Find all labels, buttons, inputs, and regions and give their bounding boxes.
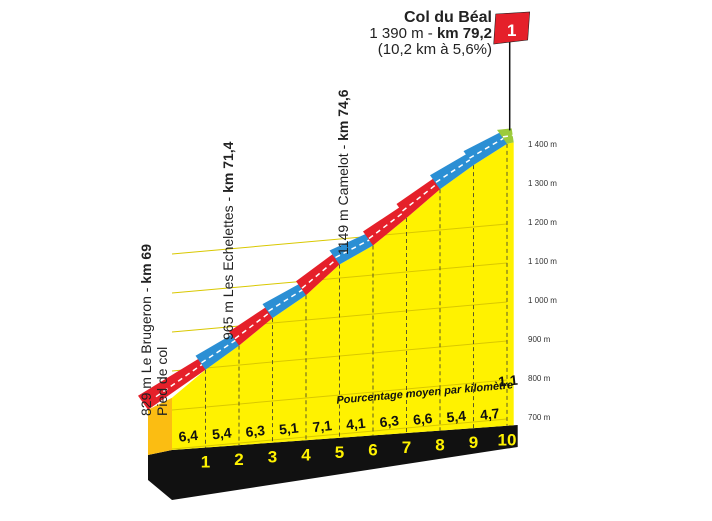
road-centerline	[368, 210, 406, 240]
road-centerline	[155, 362, 205, 398]
ground-band	[148, 424, 518, 500]
km-label: 10	[498, 431, 517, 450]
road-centerline	[201, 338, 239, 364]
gradient-label: 6,4	[178, 427, 199, 445]
gradient-label: 5,4	[446, 407, 467, 425]
axis-tick-label: 1 400 m	[528, 140, 557, 149]
grid-line	[171, 379, 508, 411]
km-label: 6	[368, 440, 377, 459]
axis-tick-label: 800 m	[528, 374, 551, 383]
waypoint-camelot: 1149 m Camelot - km 74,6	[335, 90, 351, 256]
road-segment	[363, 203, 407, 246]
gradient-label: 6,6	[412, 410, 433, 428]
waypoint-km: km 71,4	[220, 141, 236, 193]
summit-km: km 79,2	[436, 25, 492, 42]
waypoint-km: km 74,6	[335, 89, 351, 141]
axis-tick-label: 1 300 m	[528, 179, 557, 188]
gradient-label: 7,1	[312, 417, 333, 435]
km-label: 8	[435, 436, 444, 455]
waypoint-text: 1149 m Camelot -	[335, 140, 351, 255]
gradient-label: 1,1	[497, 372, 518, 390]
summit-altitude: 1 390 m	[369, 25, 424, 42]
separator: -	[423, 25, 437, 42]
axis-tick-label: 700 m	[528, 413, 551, 422]
km-label: 9	[469, 433, 478, 452]
gradient-label: 6,3	[379, 412, 400, 430]
waypoint-echelettes: 965 m Les Echelettes - km 71,4	[220, 142, 236, 340]
road-centerline	[234, 310, 272, 340]
road-segment	[229, 304, 273, 346]
category-flag	[493, 11, 531, 45]
km-label: 2	[234, 450, 243, 469]
km-label: 7	[402, 438, 411, 457]
road-centerline	[435, 157, 473, 183]
km-label: 5	[335, 443, 344, 462]
km-label: 4	[301, 445, 311, 464]
grid-line	[171, 223, 508, 255]
waypoint-text: 965 m Les Echelettes -	[220, 192, 236, 340]
road-segment	[138, 355, 206, 410]
road-centerline	[335, 237, 373, 259]
grid-line	[171, 262, 508, 294]
road-segment	[396, 175, 440, 218]
waypoint-brugeron: 829 m Le Brugeron - km 69 Pied de col	[138, 244, 170, 416]
road-segment	[430, 151, 474, 190]
waypoint-km: km 69	[138, 244, 154, 284]
km-label: 1	[201, 453, 210, 472]
road-segment	[329, 231, 373, 265]
gradient-label: 4,7	[479, 405, 500, 423]
axis-tick-label: 1 000 m	[528, 296, 557, 305]
category-number: 1	[507, 21, 516, 40]
road-centerline	[502, 134, 513, 138]
road-segment	[195, 331, 239, 370]
summit-stats: (10,2 km à 5,6%)	[377, 41, 492, 58]
road-centerline	[301, 256, 339, 289]
gradient-label: 6,3	[245, 422, 266, 440]
road-centerline	[469, 136, 507, 159]
waypoint-note: Pied de col	[154, 346, 170, 416]
gradient-label: 4,1	[345, 415, 366, 433]
road-segment	[296, 250, 340, 296]
profile-side	[148, 397, 172, 455]
summit-name: Col du Béal	[403, 9, 492, 26]
km-label: 3	[268, 448, 277, 467]
profile-face	[172, 142, 514, 450]
road-centerline	[268, 287, 306, 312]
axis-tick-label: 900 m	[528, 335, 551, 344]
gradient-label: 5,1	[278, 420, 299, 438]
road-segment	[262, 281, 306, 319]
axis-tick-label: 1 200 m	[528, 218, 557, 227]
axis-tick-label: 1 100 m	[528, 257, 557, 266]
road-centerline	[402, 181, 440, 212]
summit-info: Col du Béal 1 390 m - km 79,2 (10,2 km à…	[369, 10, 492, 58]
road-segment	[463, 129, 507, 166]
gradient-label: 5,4	[211, 424, 232, 442]
waypoint-text: 829 m Le Brugeron -	[138, 283, 154, 416]
